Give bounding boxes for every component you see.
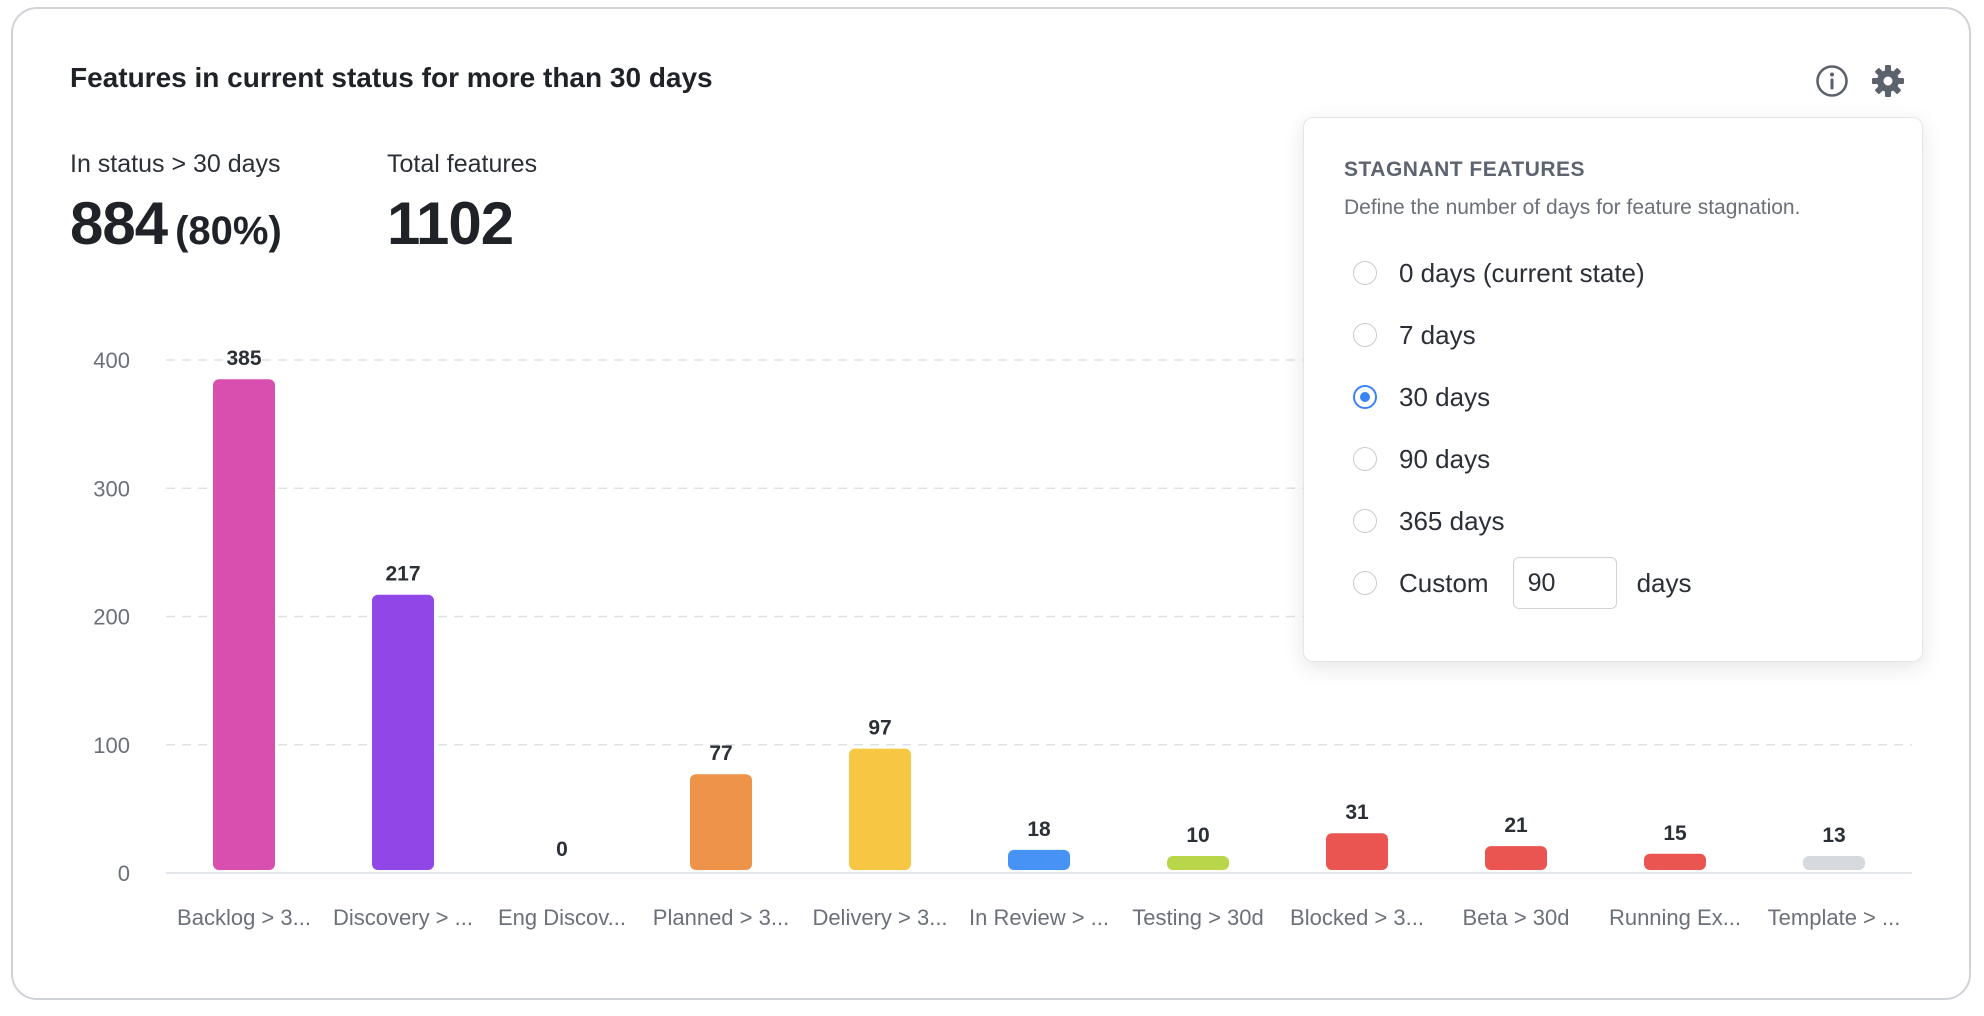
stat-in-status-value: 884 (80%) — [70, 189, 282, 258]
option-365-days[interactable]: 365 days — [1344, 490, 1882, 552]
radio-365-days[interactable] — [1353, 509, 1377, 533]
y-tick-label: 400 — [93, 348, 130, 373]
header-actions — [1814, 63, 1906, 99]
bar-value-label: 18 — [1027, 818, 1051, 841]
y-tick-label: 100 — [93, 733, 130, 758]
bar[interactable] — [1644, 853, 1706, 870]
category-label: Template > ... — [1768, 905, 1901, 930]
category-label: Eng Discov... — [498, 905, 626, 930]
option-90-days-label: 90 days — [1399, 443, 1491, 474]
option-0-days[interactable]: 0 days (current state) — [1344, 242, 1882, 304]
bar[interactable] — [213, 379, 275, 870]
radio-0-days[interactable] — [1353, 261, 1377, 285]
option-0-days-label: 0 days (current state) — [1399, 257, 1645, 288]
bar-value-label: 15 — [1663, 822, 1687, 845]
bar[interactable] — [1326, 833, 1388, 870]
stat-in-status-percent: (80%) — [175, 209, 282, 253]
custom-days-input[interactable] — [1512, 557, 1617, 609]
category-label: Delivery > 3... — [812, 905, 947, 930]
bar[interactable] — [1485, 846, 1547, 870]
option-30-days[interactable]: 30 days — [1344, 366, 1882, 428]
option-custom[interactable]: Custom days — [1344, 552, 1882, 614]
category-label: Testing > 30d — [1132, 905, 1263, 930]
option-365-days-label: 365 days — [1399, 505, 1505, 536]
stat-total-label: Total features — [387, 150, 538, 178]
bar-value-label: 77 — [709, 742, 732, 765]
y-tick-label: 0 — [118, 861, 130, 886]
bar-value-label: 0 — [556, 838, 568, 861]
radio-custom[interactable] — [1353, 571, 1377, 595]
custom-days-suffix: days — [1636, 567, 1692, 598]
category-label: Blocked > 3... — [1290, 905, 1424, 930]
option-90-days[interactable]: 90 days — [1344, 428, 1882, 490]
bar[interactable] — [849, 748, 911, 870]
category-label: Discovery > ... — [333, 905, 473, 930]
widget-title: Features in current status for more than… — [70, 62, 713, 93]
option-7-days-label: 7 days — [1399, 319, 1476, 350]
gear-icon[interactable] — [1870, 63, 1906, 99]
category-label: Beta > 30d — [1462, 905, 1569, 930]
stagnation-popover: STAGNANT FEATURES Define the number of d… — [1303, 117, 1923, 662]
bar-value-label: 31 — [1345, 801, 1369, 824]
bar-value-label: 97 — [868, 717, 891, 740]
stat-in-status: In status > 30 days 884 (80%) — [70, 150, 282, 258]
popover-title: STAGNANT FEATURES — [1344, 158, 1586, 181]
stat-total: Total features 1102 — [387, 150, 537, 258]
category-label: Running Ex... — [1609, 905, 1741, 930]
popover-description: Define the number of days for feature st… — [1344, 196, 1801, 219]
stat-in-status-number: 884 — [70, 190, 168, 257]
bar[interactable] — [1008, 849, 1070, 870]
stat-in-status-label: In status > 30 days — [70, 150, 281, 178]
category-label: In Review > ... — [969, 905, 1109, 930]
option-7-days[interactable]: 7 days — [1344, 304, 1882, 366]
stat-total-value: 1102 — [387, 190, 514, 257]
y-tick-label: 200 — [93, 605, 130, 630]
bar-value-label: 385 — [226, 347, 261, 370]
bar-value-label: 21 — [1504, 814, 1528, 837]
bar[interactable] — [690, 774, 752, 870]
stagnation-options: 0 days (current state) 7 days 30 days 90… — [1344, 242, 1882, 614]
radio-7-days[interactable] — [1353, 323, 1377, 347]
radio-30-days[interactable] — [1353, 385, 1377, 409]
option-30-days-label: 30 days — [1399, 381, 1491, 412]
radio-90-days[interactable] — [1353, 447, 1377, 471]
bar-value-label: 13 — [1822, 824, 1845, 847]
bar[interactable] — [1803, 856, 1865, 870]
category-label: Backlog > 3... — [177, 905, 311, 930]
info-icon[interactable] — [1814, 63, 1850, 99]
bar-value-label: 10 — [1186, 824, 1209, 847]
option-custom-label: Custom — [1399, 567, 1489, 598]
bar[interactable] — [372, 594, 434, 870]
bar-value-label: 217 — [385, 563, 420, 586]
bar[interactable] — [1167, 856, 1229, 870]
category-label: Planned > 3... — [653, 905, 789, 930]
y-tick-label: 300 — [93, 476, 130, 501]
